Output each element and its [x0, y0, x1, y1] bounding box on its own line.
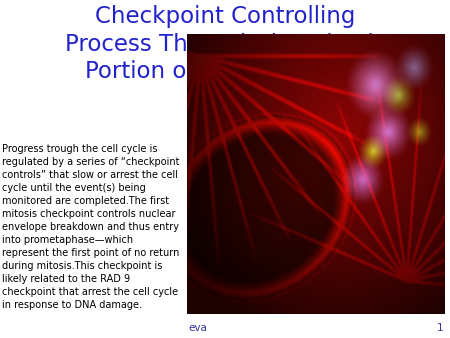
- Text: 1: 1: [436, 323, 443, 333]
- Text: Progress trough the cell cycle is
regulated by a series of “checkpoint
controls”: Progress trough the cell cycle is regula…: [2, 144, 180, 310]
- Text: eva: eva: [189, 323, 207, 333]
- Text: Checkpoint Controlling
Process Through the Mitosis
Portion of the Cell Cycle.: Checkpoint Controlling Process Through t…: [65, 5, 385, 83]
